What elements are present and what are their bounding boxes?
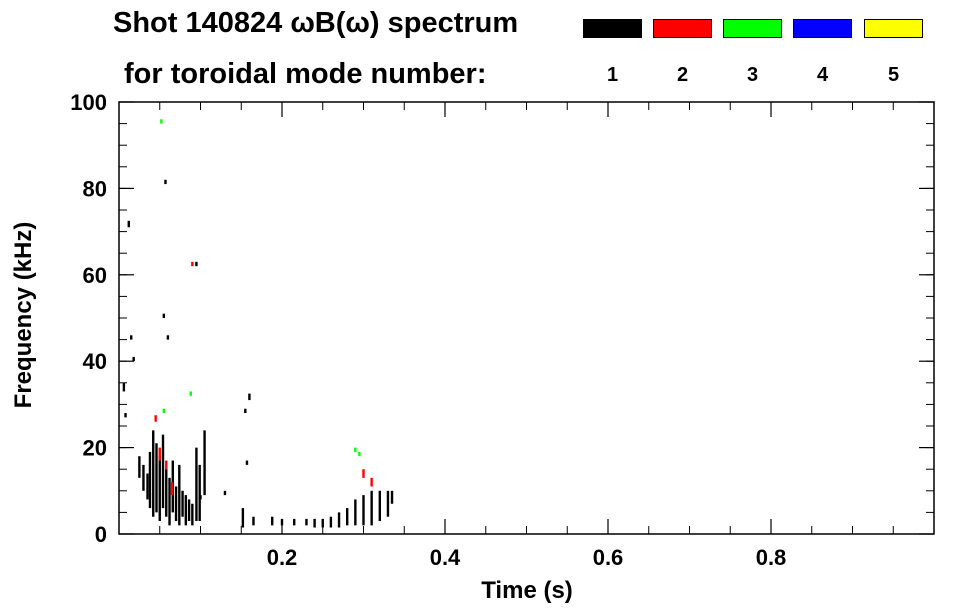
y-tick-label: 80	[83, 176, 107, 201]
y-tick-label: 100	[70, 90, 107, 115]
x-tick-label: 0.2	[267, 545, 298, 570]
legend-label-5: 5	[887, 64, 900, 86]
legend-swatch-1	[583, 19, 642, 38]
legend-swatch-2	[653, 19, 712, 38]
x-axis-label: Time (s)	[481, 577, 573, 604]
plot-frame	[118, 101, 935, 535]
legend-swatch-3	[723, 19, 782, 38]
x-tick-label: 0.8	[756, 545, 787, 570]
legend-label-2: 2	[676, 64, 689, 86]
x-tick-label: 0.6	[593, 545, 624, 570]
major-ticks	[119, 101, 934, 535]
legend-swatch-5	[864, 19, 923, 38]
series-mode-3	[160, 119, 361, 457]
data-layer	[122, 119, 394, 528]
y-tick-label: 60	[83, 263, 107, 288]
y-tick-label: 40	[83, 349, 107, 374]
x-tick-label: 0.4	[430, 545, 461, 570]
legend-swatch-4	[793, 19, 852, 38]
series-mode-2	[154, 261, 373, 496]
y-axis-label: Frequency (kHz)	[10, 222, 37, 409]
legend-label-1: 1	[606, 64, 619, 86]
chart-title: Shot 140824 ωB(ω) spectrum	[113, 7, 519, 39]
y-tick-label: 20	[83, 436, 107, 461]
chart-subtitle: for toroidal mode number:	[124, 58, 487, 90]
y-tick-labels: 0 20 40 60 80 100	[70, 90, 107, 547]
legend-label-3: 3	[746, 64, 759, 86]
y-tick-label: 0	[95, 522, 107, 547]
legend-label-4: 4	[816, 64, 829, 86]
x-tick-labels: 0.2 0.4 0.6 0.8	[267, 545, 787, 570]
